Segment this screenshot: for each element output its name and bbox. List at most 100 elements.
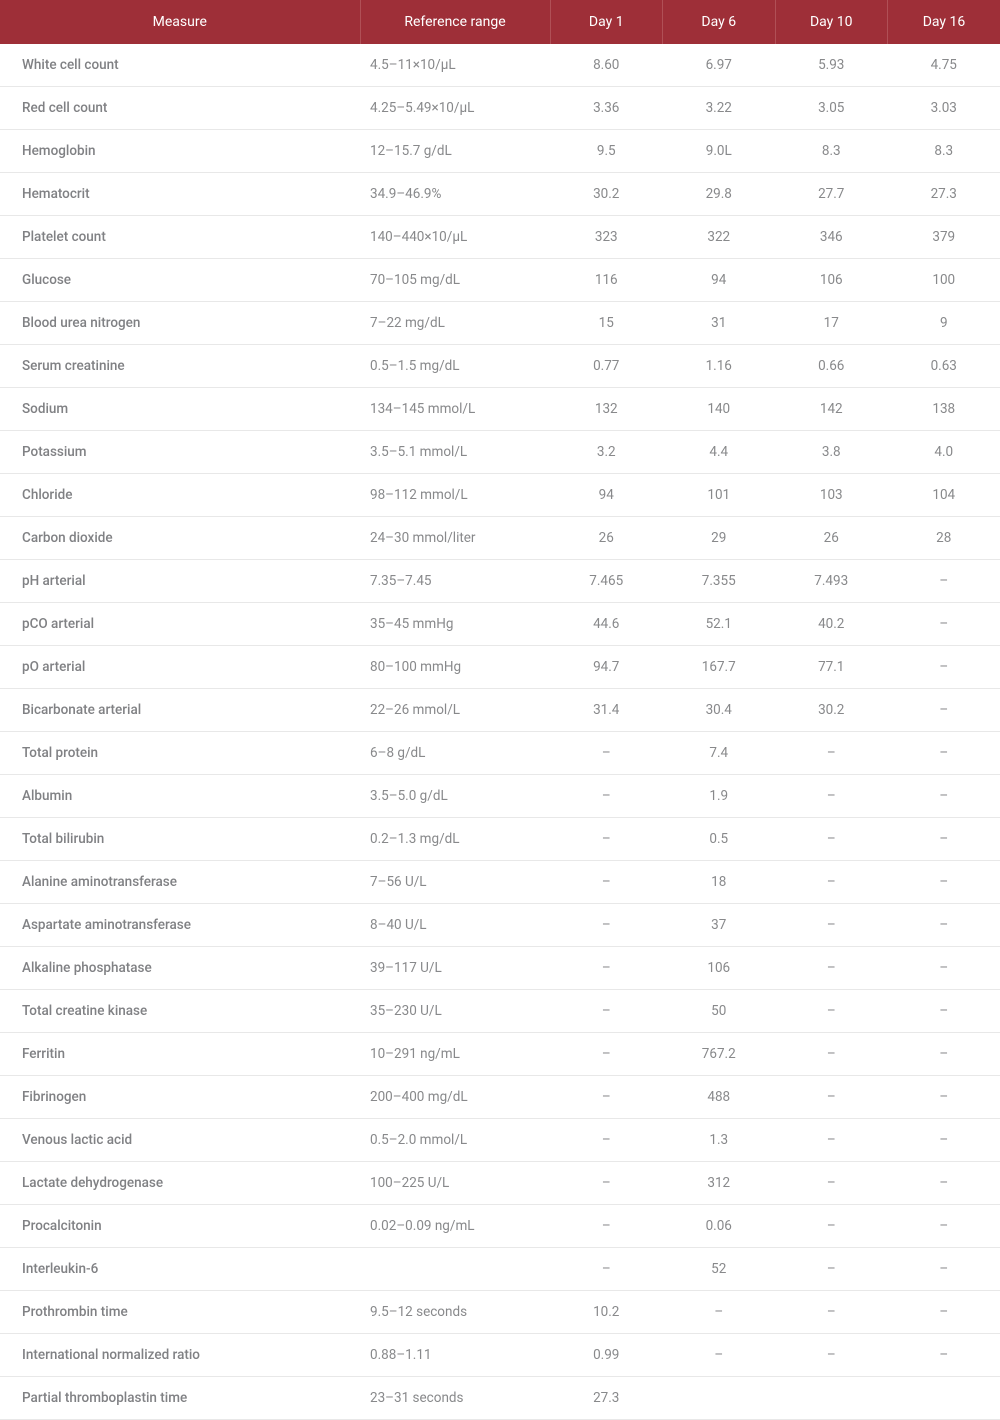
cell-day-10: 103 <box>775 474 888 517</box>
cell-reference-range: 24–30 mmol/liter <box>360 517 550 560</box>
cell-measure: Albumin <box>0 775 360 818</box>
table-row: Total protein6–8 g/dL–7.4–– <box>0 732 1000 775</box>
cell-day-16: – <box>888 689 1000 732</box>
cell-day-16: – <box>888 732 1000 775</box>
table-row: Carbon dioxide24–30 mmol/liter26292628 <box>0 517 1000 560</box>
cell-reference-range: 22–26 mmol/L <box>360 689 550 732</box>
cell-day-1: 94 <box>550 474 663 517</box>
cell-day-10: – <box>775 1334 888 1377</box>
cell-day-10: 142 <box>775 388 888 431</box>
cell-reference-range: 4.25–5.49×10/µL <box>360 87 550 130</box>
cell-day-6: 1.16 <box>663 345 776 388</box>
table-row: Chloride98–112 mmol/L94101103104 <box>0 474 1000 517</box>
cell-day-1: 30.2 <box>550 173 663 216</box>
table-row: Prothrombin time9.5–12 seconds10.2––– <box>0 1291 1000 1334</box>
cell-measure: Blood urea nitrogen <box>0 302 360 345</box>
cell-day-10: 30.2 <box>775 689 888 732</box>
cell-day-6: 167.7 <box>663 646 776 689</box>
cell-day-16: – <box>888 1291 1000 1334</box>
cell-day-16: 4.0 <box>888 431 1000 474</box>
col-day-16: Day 16 <box>888 0 1000 44</box>
cell-day-10: 27.7 <box>775 173 888 216</box>
cell-measure: Ferritin <box>0 1033 360 1076</box>
cell-day-6: 30.4 <box>663 689 776 732</box>
cell-day-16: 28 <box>888 517 1000 560</box>
cell-day-10 <box>775 1377 888 1420</box>
table-row: Total bilirubin0.2–1.3 mg/dL–0.5–– <box>0 818 1000 861</box>
cell-measure: Procalcitonin <box>0 1205 360 1248</box>
cell-day-10: 77.1 <box>775 646 888 689</box>
table-row: Interleukin-6–52–– <box>0 1248 1000 1291</box>
cell-day-6: 322 <box>663 216 776 259</box>
cell-reference-range: 4.5–11×10/µL <box>360 44 550 87</box>
col-day-1: Day 1 <box>550 0 663 44</box>
table-row: Red cell count4.25–5.49×10/µL3.363.223.0… <box>0 87 1000 130</box>
cell-day-6: 9.0L <box>663 130 776 173</box>
cell-measure: Hemoglobin <box>0 130 360 173</box>
cell-day-16: – <box>888 1033 1000 1076</box>
cell-day-10: – <box>775 904 888 947</box>
cell-day-16: – <box>888 1205 1000 1248</box>
cell-day-6: 18 <box>663 861 776 904</box>
cell-day-6: 0.5 <box>663 818 776 861</box>
cell-day-16: 138 <box>888 388 1000 431</box>
cell-day-10: 3.8 <box>775 431 888 474</box>
cell-day-10: – <box>775 947 888 990</box>
cell-day-1: 323 <box>550 216 663 259</box>
cell-reference-range: 8–40 U/L <box>360 904 550 947</box>
table-row: pCO arterial35–45 mmHg44.652.140.2– <box>0 603 1000 646</box>
cell-day-6: 31 <box>663 302 776 345</box>
table-row: Albumin3.5–5.0 g/dL–1.9–– <box>0 775 1000 818</box>
cell-day-16: 100 <box>888 259 1000 302</box>
cell-reference-range: 80–100 mmHg <box>360 646 550 689</box>
table-row: Procalcitonin0.02–0.09 ng/mL–0.06–– <box>0 1205 1000 1248</box>
cell-day-16: – <box>888 947 1000 990</box>
table-row: Ferritin10–291 ng/mL–767.2–– <box>0 1033 1000 1076</box>
cell-measure: International normalized ratio <box>0 1334 360 1377</box>
cell-measure: Red cell count <box>0 87 360 130</box>
cell-measure: Total creatine kinase <box>0 990 360 1033</box>
cell-reference-range: 3.5–5.1 mmol/L <box>360 431 550 474</box>
cell-reference-range: 70–105 mg/dL <box>360 259 550 302</box>
cell-day-16: – <box>888 1334 1000 1377</box>
cell-day-6: 7.355 <box>663 560 776 603</box>
cell-measure: Aspartate aminotransferase <box>0 904 360 947</box>
cell-day-10: 106 <box>775 259 888 302</box>
cell-reference-range: 10–291 ng/mL <box>360 1033 550 1076</box>
cell-day-10: – <box>775 1248 888 1291</box>
cell-day-1: – <box>550 818 663 861</box>
cell-measure: Venous lactic acid <box>0 1119 360 1162</box>
cell-reference-range: 7–56 U/L <box>360 861 550 904</box>
cell-day-6: 767.2 <box>663 1033 776 1076</box>
cell-day-6: – <box>663 1334 776 1377</box>
cell-day-6: 6.97 <box>663 44 776 87</box>
col-measure: Measure <box>0 0 360 44</box>
cell-day-16: – <box>888 1119 1000 1162</box>
table-row: Serum creatinine0.5–1.5 mg/dL0.771.160.6… <box>0 345 1000 388</box>
cell-day-1: – <box>550 1119 663 1162</box>
cell-day-6: 50 <box>663 990 776 1033</box>
cell-day-16: – <box>888 818 1000 861</box>
cell-day-16: – <box>888 775 1000 818</box>
table-row: Platelet count140–440×10/µL323322346379 <box>0 216 1000 259</box>
cell-day-6: – <box>663 1291 776 1334</box>
cell-day-6: 106 <box>663 947 776 990</box>
cell-reference-range: 35–45 mmHg <box>360 603 550 646</box>
cell-day-10: – <box>775 990 888 1033</box>
cell-day-16: – <box>888 904 1000 947</box>
cell-reference-range: 200–400 mg/dL <box>360 1076 550 1119</box>
cell-measure: Bicarbonate arterial <box>0 689 360 732</box>
cell-day-1: 26 <box>550 517 663 560</box>
cell-day-10: – <box>775 818 888 861</box>
table-row: Sodium134–145 mmol/L132140142138 <box>0 388 1000 431</box>
cell-day-1: 10.2 <box>550 1291 663 1334</box>
cell-reference-range: 0.02–0.09 ng/mL <box>360 1205 550 1248</box>
cell-day-10: – <box>775 1119 888 1162</box>
cell-day-1: 94.7 <box>550 646 663 689</box>
table-row: White cell count4.5–11×10/µL8.606.975.93… <box>0 44 1000 87</box>
cell-reference-range: 9.5–12 seconds <box>360 1291 550 1334</box>
cell-day-1: – <box>550 1205 663 1248</box>
cell-measure: Platelet count <box>0 216 360 259</box>
table-row: Blood urea nitrogen7–22 mg/dL1531179 <box>0 302 1000 345</box>
cell-reference-range: 100–225 U/L <box>360 1162 550 1205</box>
